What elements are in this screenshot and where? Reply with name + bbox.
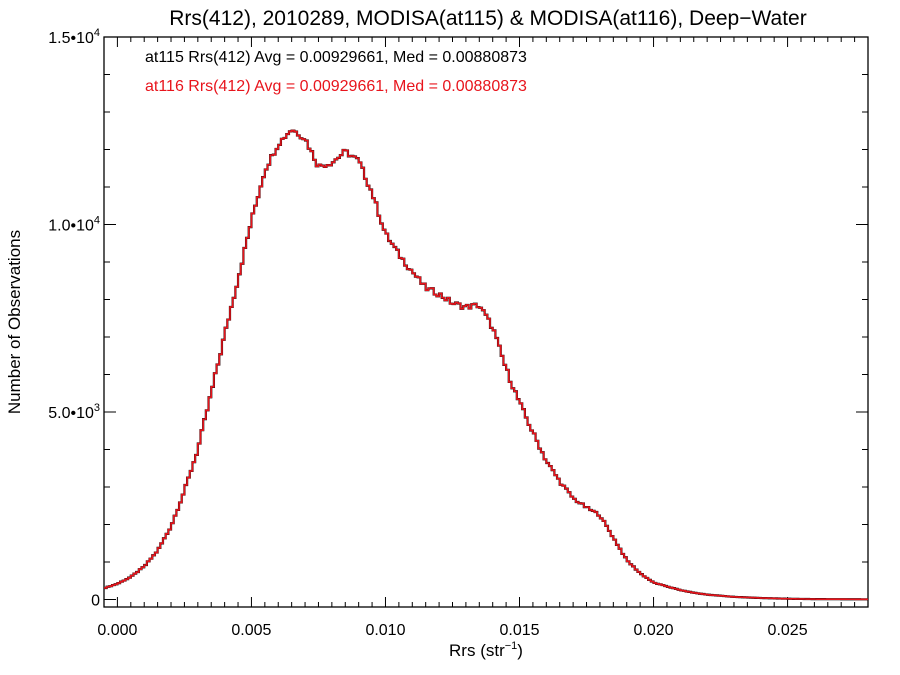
y-tick-label: 1.0•104 [48, 215, 100, 235]
y-tick-label: 1.5•104 [48, 27, 100, 47]
y-tick-labels: 0 5.0•103 1.0•104 1.5•104 [48, 27, 100, 610]
x-axis-label-main: Rrs (str [449, 641, 505, 660]
y-tick-label: 5.0•103 [48, 402, 100, 422]
x-tick-label: 0.025 [768, 622, 808, 639]
plot-frame [103, 36, 869, 608]
x-tick-label: 0.000 [97, 622, 137, 639]
x-tick-labels: 0.000 0.005 0.010 0.015 0.020 0.025 [97, 622, 807, 639]
annotation-at115: at115 Rrs(412) Avg = 0.00929661, Med = 0… [145, 49, 527, 66]
x-tick-label: 0.010 [365, 622, 405, 639]
y-tick-label: 0 [91, 593, 100, 610]
x-axis-label: Rrs (str−1) [449, 640, 523, 660]
x-tick-label: 0.020 [634, 622, 674, 639]
x-tick-label: 0.005 [231, 622, 271, 639]
chart-title: Rrs(412), 2010289, MODISA(at115) & MODIS… [169, 7, 806, 30]
x-axis-label-close: ) [517, 641, 523, 660]
x-tick-label: 0.015 [499, 622, 539, 639]
histogram-series-at116 [104, 129, 868, 601]
annotation-at116: at116 Rrs(412) Avg = 0.00929661, Med = 0… [145, 78, 527, 95]
axis-ticks [103, 36, 869, 607]
x-axis-label-sup: −1 [505, 640, 518, 652]
y-axis-label: Number of Observations [5, 230, 24, 414]
histogram-series [104, 129, 868, 601]
